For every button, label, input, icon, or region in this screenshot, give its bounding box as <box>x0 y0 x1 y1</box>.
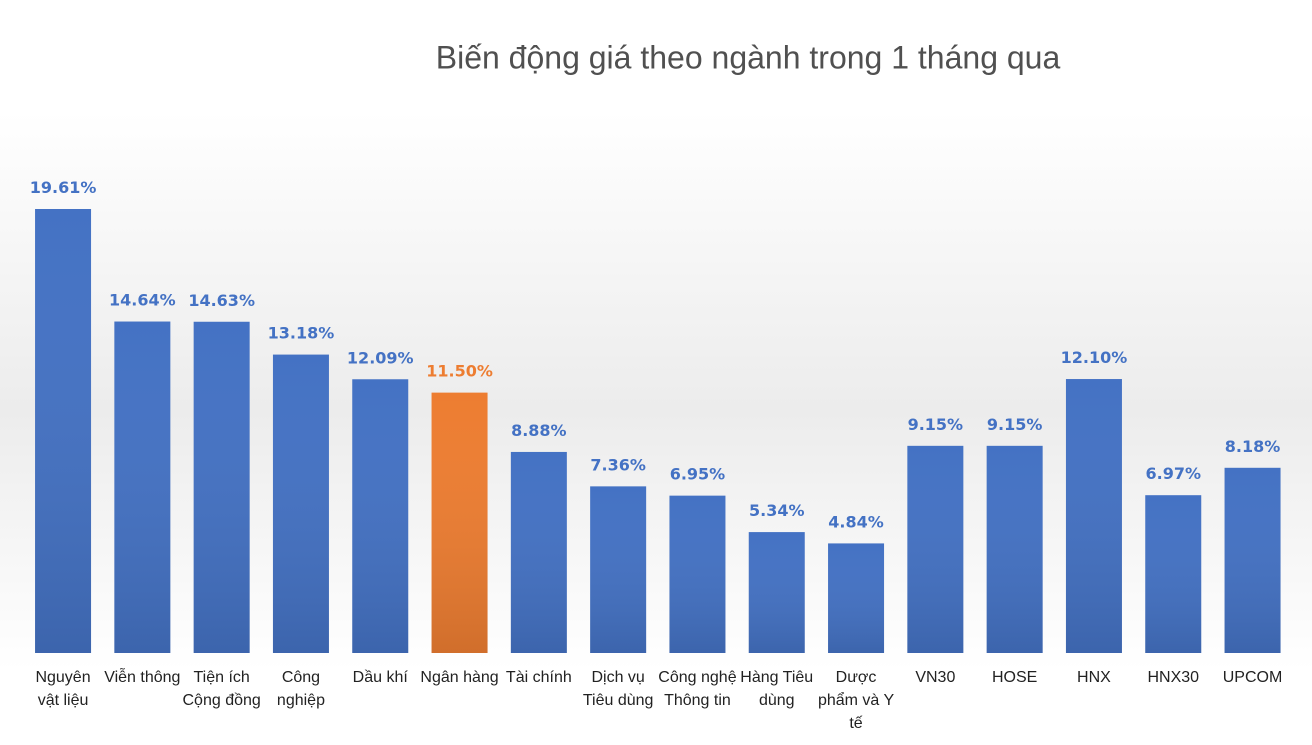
value-label: 12.10% <box>1061 348 1128 367</box>
x-tick-label: Viễn thông <box>104 669 181 686</box>
bar-shade <box>590 486 647 653</box>
value-label: 6.97% <box>1145 464 1201 483</box>
value-label: 13.18% <box>268 324 335 343</box>
bar-shade <box>748 532 805 653</box>
value-label: 6.95% <box>670 465 726 484</box>
x-tick-label: HOSE <box>991 669 1038 686</box>
bar-shade <box>1224 467 1281 653</box>
value-label: 14.63% <box>188 291 255 310</box>
bar-shade <box>1145 495 1202 653</box>
value-label: 14.64% <box>109 291 176 310</box>
bar-shade <box>114 321 171 653</box>
bar-shade <box>986 445 1043 653</box>
bar-shade <box>35 209 92 653</box>
value-label: 8.88% <box>511 421 567 440</box>
x-tick-label: Công nghệ Thông tin <box>658 669 737 709</box>
value-label: 9.15% <box>908 415 964 434</box>
bar-shade <box>193 321 250 653</box>
x-tick-label: Dầu khí <box>352 669 408 686</box>
bar-shade <box>907 445 964 653</box>
value-label: 19.61% <box>30 178 97 197</box>
value-label: 7.36% <box>590 455 646 474</box>
x-tick-label: Nguyên vật liệu <box>35 669 91 709</box>
bar-shade <box>431 392 488 653</box>
chart-title: Biến động giá theo ngành trong 1 tháng q… <box>436 39 1061 75</box>
value-label: 9.15% <box>987 415 1043 434</box>
bar-shade <box>669 495 726 653</box>
value-label: 4.84% <box>828 512 884 531</box>
x-tick-label: VN30 <box>915 669 956 686</box>
value-label: 11.50% <box>426 362 493 381</box>
x-tick-label: Hàng Tiêu dùng <box>740 669 814 709</box>
x-tick-label: HNX <box>1077 669 1111 686</box>
bar-shade <box>272 354 329 653</box>
x-tick-label: Tiện ích Cộng đồng <box>182 669 261 709</box>
bar-shade <box>510 451 567 653</box>
bar-shade <box>1065 379 1122 653</box>
value-label: 5.34% <box>749 501 805 520</box>
value-label: 12.09% <box>347 348 414 367</box>
x-tick-label: HNX30 <box>1147 669 1200 686</box>
x-tick-label: Ngân hàng <box>420 669 499 686</box>
x-tick-label: Dược phẩm và Y tế <box>817 669 895 732</box>
bar-shade <box>828 543 885 653</box>
x-tick-label: UPCOM <box>1222 669 1283 686</box>
bar-shade <box>352 379 409 653</box>
x-tick-label: Dịch vụ Tiêu dùng <box>582 669 654 709</box>
value-label: 8.18% <box>1225 437 1281 456</box>
x-tick-label: Công nghiệp <box>276 669 325 709</box>
x-tick-label: Tài chính <box>505 669 572 686</box>
